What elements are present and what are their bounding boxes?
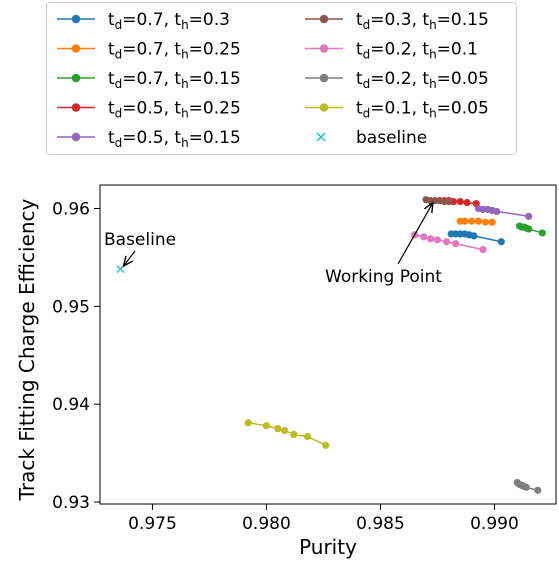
annotation-working-point-arrow — [397, 203, 433, 265]
legend-label: td=0.1, th=0.05 — [356, 99, 489, 121]
series-8 — [244, 419, 330, 449]
data-point — [262, 422, 271, 430]
data-point — [322, 441, 330, 449]
legend-marker — [319, 73, 329, 83]
data-point — [433, 236, 442, 244]
plot-frame — [99, 184, 557, 505]
legend-marker — [319, 14, 329, 24]
data-point — [468, 217, 476, 225]
legend-entry: td=0.1, th=0.05 — [305, 99, 489, 121]
data-point — [456, 198, 464, 206]
series-0 — [447, 230, 505, 246]
data-point — [274, 425, 282, 433]
data-point — [442, 238, 451, 246]
data-point — [474, 217, 483, 225]
data-point — [525, 212, 533, 220]
x-tick-label: 0.990 — [470, 514, 519, 534]
x-tick-label: 0.980 — [242, 514, 291, 534]
data-point — [452, 240, 460, 248]
series-layer — [116, 196, 546, 494]
data-point — [281, 427, 289, 435]
data-point — [534, 486, 542, 494]
data-point — [420, 233, 428, 241]
x-axis-label: Purity — [299, 535, 357, 559]
legend-label: td=0.7, th=0.25 — [108, 40, 241, 62]
legend-entry: td=0.2, th=0.05 — [305, 69, 489, 91]
y-tick-label: 0.93 — [52, 493, 90, 513]
data-point — [470, 232, 478, 240]
annotation-baseline-arrow — [124, 250, 136, 266]
legend-marker — [71, 14, 81, 24]
legend-entry: td=0.7, th=0.15 — [57, 69, 241, 91]
legend-entry: td=0.3, th=0.15 — [305, 10, 489, 32]
x-tick-label: 0.985 — [356, 514, 405, 534]
legend-marker — [316, 132, 326, 142]
legend-label: td=0.2, th=0.05 — [356, 69, 489, 91]
series-line — [248, 422, 327, 446]
legend-entry: td=0.7, th=0.25 — [57, 40, 241, 62]
data-point — [479, 245, 487, 254]
legend-marker — [71, 44, 81, 53]
legend-entry: td=0.2, th=0.1 — [305, 40, 478, 62]
axes: 0.975 0.980 0.985 0.990 0.93 0.94 0.95 0.96 Puri… — [15, 184, 557, 559]
legend-label: td=0.7, th=0.3 — [108, 10, 230, 32]
legend-label: td=0.2, th=0.1 — [356, 40, 478, 62]
legend-entry: td=0.5, th=0.25 — [57, 99, 241, 121]
legend-box — [46, 2, 517, 155]
series-4 — [474, 204, 533, 220]
baseline-marker — [116, 265, 125, 274]
legend-entry: td=0.7, th=0.3 — [57, 10, 230, 32]
data-point — [525, 225, 533, 233]
data-point — [461, 217, 469, 225]
y-tick-label: 0.96 — [52, 199, 90, 219]
data-point — [497, 238, 505, 246]
data-point — [244, 419, 252, 427]
legend-marker — [319, 44, 329, 53]
x-tick-label: 0.975 — [128, 514, 177, 534]
legend-marker — [71, 73, 81, 83]
y-tick-label: 0.94 — [52, 395, 90, 415]
data-point — [481, 218, 489, 226]
data-point — [427, 235, 435, 243]
legend-marker — [71, 132, 81, 142]
annotations: Baseline Working Point — [104, 203, 442, 287]
data-point — [493, 207, 501, 216]
data-point — [303, 432, 312, 441]
legend-label: baseline — [356, 128, 427, 148]
y-tick-label: 0.95 — [52, 297, 90, 317]
data-point — [445, 198, 453, 206]
legend-entry: baseline — [316, 128, 427, 148]
data-point — [538, 229, 546, 237]
data-point — [463, 199, 471, 207]
legend-marker — [71, 103, 81, 112]
series-2 — [515, 222, 546, 237]
legend-label: td=0.3, th=0.15 — [356, 10, 489, 32]
legend-label: td=0.5, th=0.25 — [108, 99, 241, 121]
series-1 — [456, 217, 496, 226]
legend-label: td=0.5, th=0.15 — [108, 128, 241, 150]
annotation-working-point-label: Working Point — [325, 267, 442, 287]
legend-marker — [319, 103, 329, 112]
series-7 — [513, 478, 542, 494]
y-axis-label: Track Fitting Charge Efficiency — [15, 198, 39, 501]
legend-label: td=0.7, th=0.15 — [108, 69, 241, 91]
data-point — [488, 218, 496, 226]
legend-entry: td=0.5, th=0.15 — [57, 128, 241, 150]
data-point — [522, 483, 530, 491]
annotation-baseline-label: Baseline — [104, 230, 176, 250]
data-point — [290, 430, 298, 439]
legend: td=0.7, th=0.3 td=0.7, th=0.25 td=0.7, th=… — [46, 2, 517, 155]
